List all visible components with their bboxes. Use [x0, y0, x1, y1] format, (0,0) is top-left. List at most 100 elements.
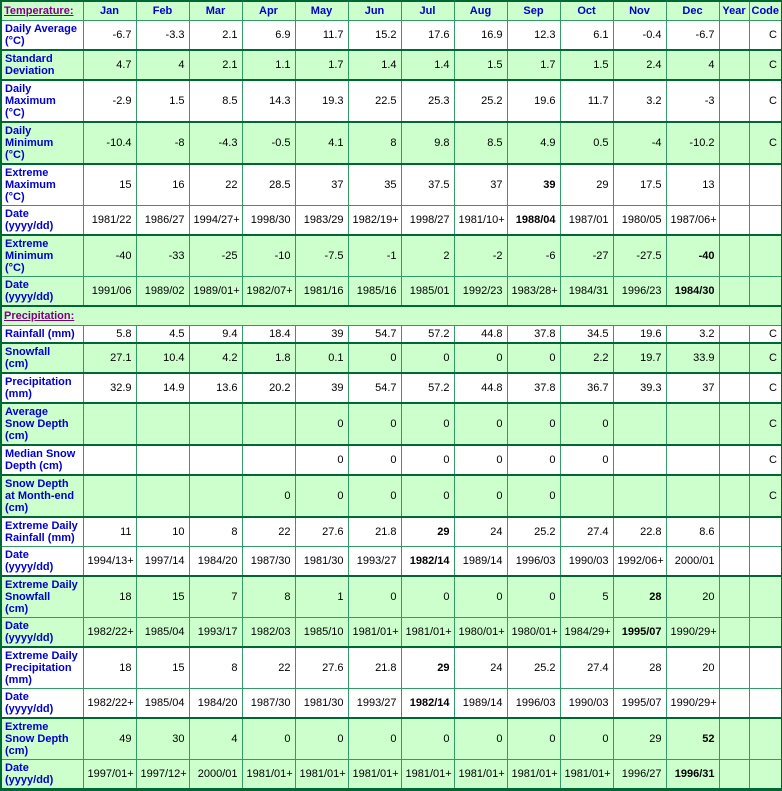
code-cell: [749, 718, 782, 760]
value-cell: 22.5: [348, 80, 401, 122]
value-cell: 35: [348, 164, 401, 206]
value-cell: 8: [242, 576, 295, 618]
value-cell: 1.7: [507, 50, 560, 80]
value-cell: -3.3: [136, 21, 189, 51]
year-cell: [719, 164, 749, 206]
value-cell: 4.9: [507, 122, 560, 164]
value-cell: 8.5: [454, 122, 507, 164]
value-cell: 0: [348, 718, 401, 760]
value-cell: 6.1: [560, 21, 613, 51]
value-cell: 30: [136, 718, 189, 760]
value-cell: 11.7: [295, 21, 348, 51]
value-cell: [83, 445, 136, 475]
value-cell: 1987/30: [242, 689, 295, 719]
value-cell: 1996/23: [613, 277, 666, 307]
table-row: Extreme Daily Snowfall (cm)1815781000052…: [1, 576, 782, 618]
table-row: Date (yyyy/dd)1982/22+1985/041984/201987…: [1, 689, 782, 719]
year-cell: [719, 760, 749, 790]
value-cell: 1998/27: [401, 206, 454, 236]
value-cell: 1996/03: [507, 689, 560, 719]
value-cell: [136, 445, 189, 475]
header-row: Temperature: JanFebMarAprMayJunJulAugSep…: [1, 1, 782, 21]
value-cell: -27: [560, 235, 613, 277]
temperature-header-cell: Temperature:: [1, 1, 83, 21]
value-cell: 4: [189, 718, 242, 760]
value-cell: 4: [666, 50, 719, 80]
value-cell: 2.2: [560, 343, 613, 373]
code-cell: C: [749, 80, 782, 122]
value-cell: 19.6: [613, 326, 666, 344]
value-cell: 0: [560, 445, 613, 475]
value-cell: 0: [242, 475, 295, 517]
value-cell: 12.3: [507, 21, 560, 51]
month-header-apr: Apr: [242, 1, 295, 21]
row-label: Daily Average (°C): [1, 21, 83, 51]
month-header-sep: Sep: [507, 1, 560, 21]
value-cell: 11: [83, 517, 136, 547]
value-cell: 29: [560, 164, 613, 206]
year-cell: [719, 689, 749, 719]
code-cell: C: [749, 403, 782, 445]
value-cell: 1983/29: [295, 206, 348, 236]
value-cell: 27.4: [560, 517, 613, 547]
value-cell: 1985/04: [136, 689, 189, 719]
value-cell: 7: [189, 576, 242, 618]
value-cell: 1981/01+: [507, 760, 560, 790]
value-cell: 15: [136, 647, 189, 689]
value-cell: 34.5: [560, 326, 613, 344]
value-cell: 37.8: [507, 326, 560, 344]
value-cell: 1982/14: [401, 689, 454, 719]
value-cell: 13.6: [189, 373, 242, 403]
row-label: Average Snow Depth (cm): [1, 403, 83, 445]
value-cell: 1981/01+: [560, 760, 613, 790]
value-cell: 13: [666, 164, 719, 206]
value-cell: 1988/04: [507, 206, 560, 236]
value-cell: 8: [189, 517, 242, 547]
value-cell: [560, 475, 613, 517]
value-cell: 1993/27: [348, 547, 401, 577]
year-cell: [719, 718, 749, 760]
value-cell: -0.5: [242, 122, 295, 164]
value-cell: [83, 475, 136, 517]
value-cell: 1985/01: [401, 277, 454, 307]
table-row: Median Snow Depth (cm)000000C: [1, 445, 782, 475]
value-cell: [242, 403, 295, 445]
code-cell: C: [749, 122, 782, 164]
value-cell: 1983/28+: [507, 277, 560, 307]
table-row: Rainfall (mm)5.84.59.418.43954.757.244.8…: [1, 326, 782, 344]
row-label: Date (yyyy/dd): [1, 689, 83, 719]
value-cell: 9.8: [401, 122, 454, 164]
precipitation-section-link[interactable]: Precipitation:: [4, 310, 74, 322]
year-cell: [719, 547, 749, 577]
value-cell: -25: [189, 235, 242, 277]
year-cell: [719, 235, 749, 277]
value-cell: 49: [83, 718, 136, 760]
month-header-oct: Oct: [560, 1, 613, 21]
value-cell: 1984/29+: [560, 618, 613, 648]
value-cell: [136, 403, 189, 445]
value-cell: [613, 445, 666, 475]
value-cell: -40: [666, 235, 719, 277]
value-cell: [242, 445, 295, 475]
code-cell: [749, 689, 782, 719]
value-cell: 1989/14: [454, 547, 507, 577]
value-cell: 33.9: [666, 343, 719, 373]
value-cell: 25.2: [507, 647, 560, 689]
value-cell: 1.4: [348, 50, 401, 80]
value-cell: 22: [242, 647, 295, 689]
table-row: Snowfall (cm)27.110.44.21.80.100002.219.…: [1, 343, 782, 373]
value-cell: 0: [295, 403, 348, 445]
value-cell: 15: [136, 576, 189, 618]
value-cell: 0: [348, 475, 401, 517]
value-cell: 5: [560, 576, 613, 618]
value-cell: 1981/01+: [242, 760, 295, 790]
table-body: Daily Average (°C)-6.7-3.32.16.911.715.2…: [1, 21, 782, 790]
code-cell: C: [749, 50, 782, 80]
temperature-section-link[interactable]: Temperature:: [4, 5, 73, 17]
value-cell: 22: [189, 164, 242, 206]
value-cell: 28.5: [242, 164, 295, 206]
row-label: Snow Depth at Month-end (cm): [1, 475, 83, 517]
table-row: Extreme Daily Precipitation (mm)18158222…: [1, 647, 782, 689]
value-cell: 0.5: [560, 122, 613, 164]
value-cell: 1.4: [401, 50, 454, 80]
